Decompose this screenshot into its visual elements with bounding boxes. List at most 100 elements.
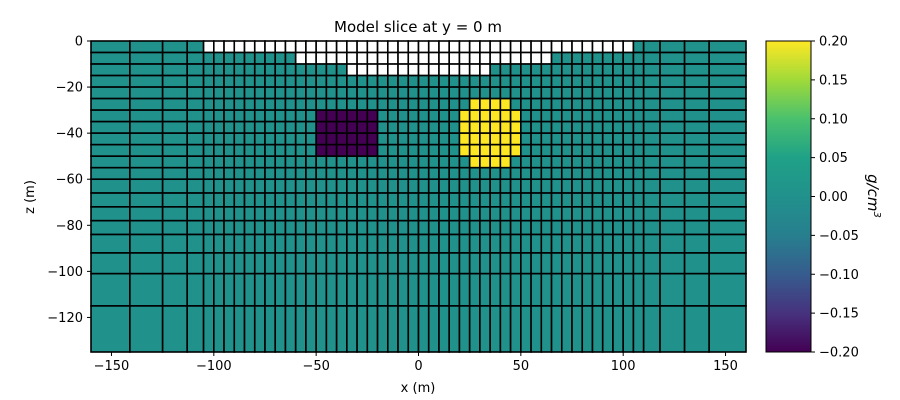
mesh-cell	[223, 143, 236, 157]
mesh-cell	[186, 120, 205, 134]
mesh-cell	[213, 51, 225, 65]
mesh-cell	[356, 206, 369, 222]
mesh-cell	[376, 192, 389, 208]
colorbar-ticks: 0.20 0.15 0.10 0.05 0.00 −0.05 −0.10 −0.15 −0.20	[811, 35, 859, 361]
mesh-cell	[129, 74, 164, 88]
mesh-cell	[397, 86, 410, 100]
mesh-cell	[642, 132, 661, 146]
mesh-cell	[659, 74, 686, 88]
mesh-cell	[509, 166, 522, 181]
mesh-cell	[294, 155, 307, 169]
mesh-cell	[264, 252, 277, 275]
mesh-cell	[223, 233, 236, 254]
air-cell	[530, 51, 543, 65]
mesh-cell	[683, 192, 710, 208]
mesh-cell	[202, 166, 215, 181]
mesh-cell	[325, 63, 338, 77]
mesh-cell	[540, 272, 553, 307]
mesh-cell	[253, 132, 266, 146]
air-cell	[294, 51, 307, 65]
colorbar-tick-label: −0.10	[819, 268, 859, 283]
mesh-cell	[186, 233, 205, 254]
air-cell	[417, 40, 430, 54]
mesh-cell	[448, 109, 461, 123]
mesh-cell	[253, 63, 266, 77]
mesh-cell	[397, 252, 410, 275]
mesh-cell	[632, 120, 645, 134]
anomaly-cell	[468, 109, 481, 123]
mesh-cell	[386, 219, 399, 236]
mesh-cell	[427, 219, 440, 236]
mesh-cell	[129, 252, 164, 275]
mesh-cell	[90, 97, 131, 111]
mesh-cell	[550, 155, 563, 169]
mesh-cell	[683, 74, 710, 88]
mesh-cell	[591, 132, 604, 146]
mesh-cell	[253, 305, 266, 353]
mesh-cell	[376, 143, 389, 157]
mesh-cell	[448, 97, 461, 111]
mesh-cell	[386, 155, 399, 169]
mesh-cell	[186, 74, 205, 88]
x-tick-label: −50	[302, 359, 329, 374]
anomaly-cell	[315, 143, 328, 157]
colorbar: 0.20 0.15 0.10 0.05 0.00 −0.05 −0.10 −0.15 −0.20…	[765, 35, 882, 361]
mesh-cell	[489, 305, 502, 353]
mesh-cell	[458, 305, 471, 353]
anomaly-cell	[499, 109, 512, 123]
mesh-cell	[376, 219, 389, 236]
anomaly-cell	[509, 109, 522, 123]
mesh-cell	[253, 192, 266, 208]
air-cell	[407, 63, 420, 77]
mesh-cell	[186, 192, 205, 208]
mesh-cell	[708, 233, 747, 254]
mesh-cell	[253, 166, 266, 181]
anomaly-cell	[366, 132, 379, 146]
mesh-cell	[520, 120, 532, 134]
anomaly-cell	[315, 109, 328, 123]
mesh-cell	[427, 109, 440, 123]
mesh-cell	[90, 206, 131, 222]
mesh-cell	[417, 132, 430, 146]
mesh-cell	[264, 155, 277, 169]
mesh-cell	[366, 272, 379, 307]
mesh-cell	[233, 192, 246, 208]
mesh-cell	[223, 86, 236, 100]
mesh-cell	[417, 74, 430, 88]
mesh-cell	[530, 178, 543, 194]
mesh-cell	[223, 192, 236, 208]
air-cell	[448, 63, 461, 77]
mesh-cell	[284, 233, 297, 254]
air-cell	[601, 40, 614, 54]
mesh-cell	[642, 40, 661, 54]
anomaly-cell	[489, 97, 502, 111]
mesh-cell	[489, 74, 502, 88]
mesh-cell	[632, 74, 645, 88]
mesh-cell	[397, 120, 410, 134]
mesh-cell	[571, 305, 584, 353]
mesh-cell	[708, 51, 747, 65]
mesh-cell	[366, 86, 379, 100]
mesh-cell	[407, 132, 420, 146]
mesh-cell	[683, 51, 710, 65]
colorbar-tick-label: −0.20	[819, 346, 859, 361]
mesh-cell	[601, 192, 614, 208]
mesh-cell	[284, 192, 297, 208]
mesh-cell	[346, 219, 358, 236]
mesh-cell	[708, 63, 747, 77]
mesh-cell	[622, 155, 635, 169]
mesh-cell	[708, 132, 747, 146]
anomaly-cell	[509, 120, 522, 134]
anomaly-cell	[458, 120, 471, 134]
mesh-cell	[581, 178, 594, 194]
mesh-cell	[499, 178, 512, 194]
mesh-cell	[233, 132, 246, 146]
mesh-cell	[560, 63, 573, 77]
air-cell	[335, 51, 348, 65]
mesh-cell	[397, 166, 410, 181]
mesh-cell	[161, 132, 188, 146]
mesh-cell	[632, 305, 645, 353]
mesh-cell	[223, 97, 236, 111]
mesh-cell	[427, 233, 440, 254]
mesh-cell	[499, 233, 512, 254]
